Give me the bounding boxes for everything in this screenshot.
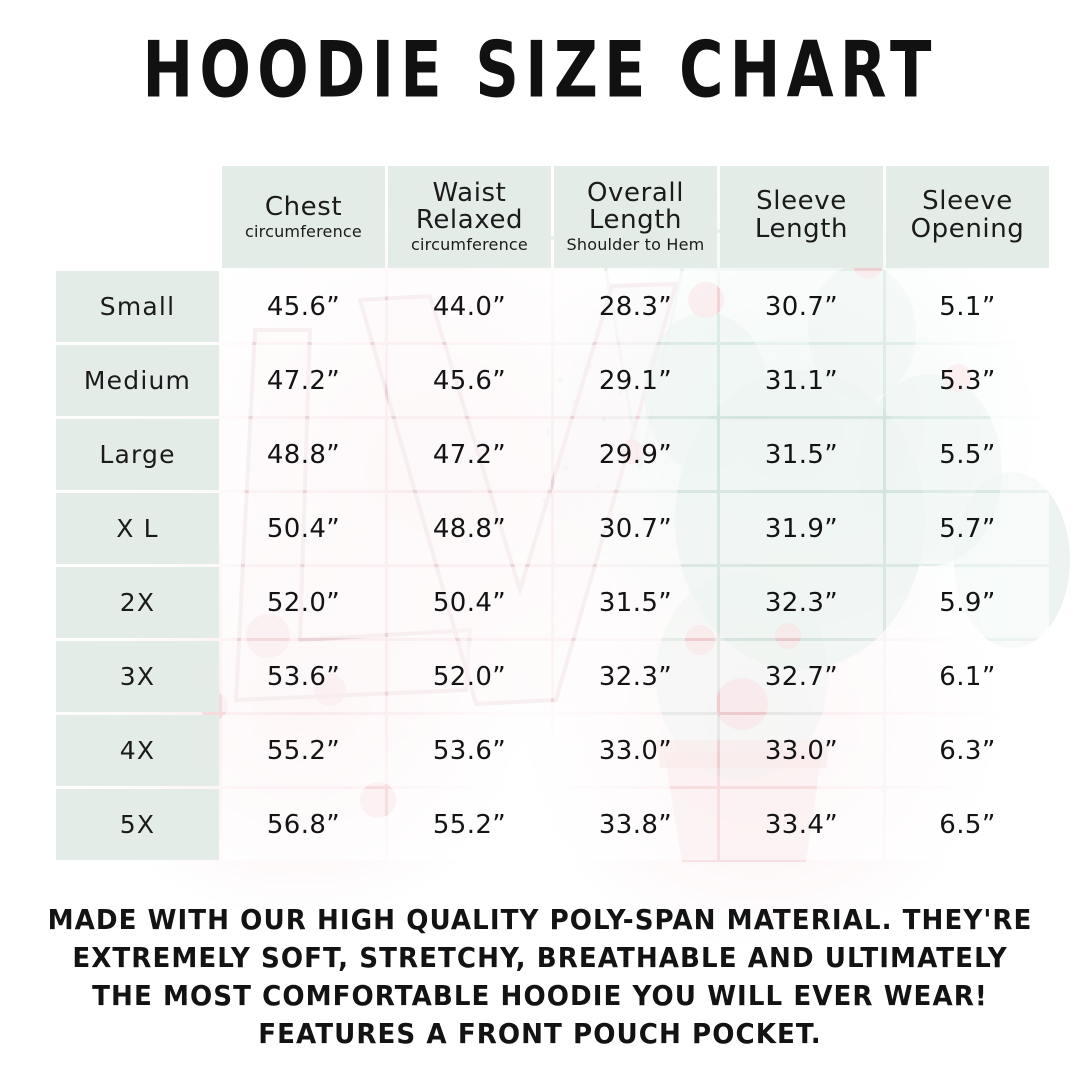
table-row: 5X 56.8” 55.2” 33.8” 33.4” 6.5” [56, 789, 1049, 860]
cell-overall-length: 30.7” [554, 493, 717, 564]
page-title: HOODIE SIZE CHART [142, 26, 938, 116]
column-header-title: Sleeve Length [754, 186, 849, 244]
cell-sleeve-opening: 5.1” [886, 271, 1049, 342]
column-header-subtitle: circumference [245, 221, 362, 241]
row-size-label: Large [56, 419, 219, 490]
cell-sleeve-opening: 5.5” [886, 419, 1049, 490]
footer-line: FEATURES A FRONT POUCH POCKET. [258, 1018, 822, 1050]
row-size-label: X L [56, 493, 219, 564]
cell-sleeve-opening: 5.7” [886, 493, 1049, 564]
footer-line: EXTREMELY SOFT, STRETCHY, BREATHABLE AND… [72, 942, 1008, 974]
cell-sleeve-length: 31.1” [720, 345, 883, 416]
cell-waist-relaxed: 48.8” [388, 493, 551, 564]
column-header-title: Chest [264, 191, 343, 222]
cell-overall-length: 29.9” [554, 419, 717, 490]
cell-chest: 53.6” [222, 641, 385, 712]
column-header-chest: Chest circumference [222, 166, 385, 268]
cell-waist-relaxed: 53.6” [388, 715, 551, 786]
cell-chest: 50.4” [222, 493, 385, 564]
table-row: 2X 52.0” 50.4” 31.5” 32.3” 5.9” [56, 567, 1049, 638]
column-header-title: Overall Length [586, 178, 685, 236]
cell-chest: 47.2” [222, 345, 385, 416]
cell-sleeve-opening: 6.3” [886, 715, 1049, 786]
cell-chest: 48.8” [222, 419, 385, 490]
column-header-title: Waist Relaxed [415, 178, 524, 236]
cell-sleeve-opening: 5.3” [886, 345, 1049, 416]
column-header-sleeve-length: Sleeve Length [720, 166, 883, 268]
footer-line: THE MOST COMFORTABLE HOODIE YOU WILL EVE… [92, 980, 988, 1012]
cell-waist-relaxed: 55.2” [388, 789, 551, 860]
table-row: X L 50.4” 48.8” 30.7” 31.9” 5.7” [56, 493, 1049, 564]
table-corner-cell [56, 166, 219, 268]
table-row: 4X 55.2” 53.6” 33.0” 33.0” 6.3” [56, 715, 1049, 786]
cell-sleeve-length: 33.0” [720, 715, 883, 786]
column-header-waist-relaxed: Waist Relaxed circumference [388, 166, 551, 268]
cell-sleeve-length: 31.9” [720, 493, 883, 564]
column-header-sleeve-opening: Sleeve Opening [886, 166, 1049, 268]
cell-chest: 56.8” [222, 789, 385, 860]
cell-sleeve-opening: 6.1” [886, 641, 1049, 712]
cell-overall-length: 33.0” [554, 715, 717, 786]
cell-sleeve-opening: 6.5” [886, 789, 1049, 860]
row-size-label: Small [56, 271, 219, 342]
table-row: Small 45.6” 44.0” 28.3” 30.7” 5.1” [56, 271, 1049, 342]
table-header-row: Chest circumference Waist Relaxed circum… [56, 166, 1049, 268]
row-size-label: 3X [56, 641, 219, 712]
row-size-label: 2X [56, 567, 219, 638]
table-row: 3X 53.6” 52.0” 32.3” 32.7” 6.1” [56, 641, 1049, 712]
cell-waist-relaxed: 47.2” [388, 419, 551, 490]
cell-overall-length: 28.3” [554, 271, 717, 342]
table-header: Chest circumference Waist Relaxed circum… [56, 166, 1049, 268]
footer-line: MADE WITH OUR HIGH QUALITY POLY-SPAN MAT… [47, 904, 1033, 936]
cell-chest: 52.0” [222, 567, 385, 638]
column-header-title: Sleeve Opening [910, 186, 1025, 244]
cell-sleeve-length: 32.7” [720, 641, 883, 712]
cell-sleeve-length: 33.4” [720, 789, 883, 860]
table-row: Medium 47.2” 45.6” 29.1” 31.1” 5.3” [56, 345, 1049, 416]
cell-waist-relaxed: 45.6” [388, 345, 551, 416]
cell-overall-length: 33.8” [554, 789, 717, 860]
cell-sleeve-opening: 5.9” [886, 567, 1049, 638]
table-row: Large 48.8” 47.2” 29.9” 31.5” 5.5” [56, 419, 1049, 490]
cell-overall-length: 32.3” [554, 641, 717, 712]
cell-chest: 55.2” [222, 715, 385, 786]
row-size-label: 4X [56, 715, 219, 786]
cell-waist-relaxed: 52.0” [388, 641, 551, 712]
row-size-label: 5X [56, 789, 219, 860]
footer-description: MADE WITH OUR HIGH QUALITY POLY-SPAN MAT… [0, 901, 1080, 1053]
cell-overall-length: 29.1” [554, 345, 717, 416]
cell-sleeve-length: 30.7” [720, 271, 883, 342]
table-body: Small 45.6” 44.0” 28.3” 30.7” 5.1” Mediu… [56, 271, 1049, 860]
column-header-subtitle: Shoulder to Hem [566, 235, 705, 255]
size-chart-table: Chest circumference Waist Relaxed circum… [53, 163, 1052, 863]
column-header-subtitle: circumference [411, 235, 528, 255]
cell-waist-relaxed: 44.0” [388, 271, 551, 342]
cell-waist-relaxed: 50.4” [388, 567, 551, 638]
cell-overall-length: 31.5” [554, 567, 717, 638]
column-header-overall-length: Overall Length Shoulder to Hem [554, 166, 717, 268]
cell-sleeve-length: 31.5” [720, 419, 883, 490]
cell-chest: 45.6” [222, 271, 385, 342]
row-size-label: Medium [56, 345, 219, 416]
cell-sleeve-length: 32.3” [720, 567, 883, 638]
